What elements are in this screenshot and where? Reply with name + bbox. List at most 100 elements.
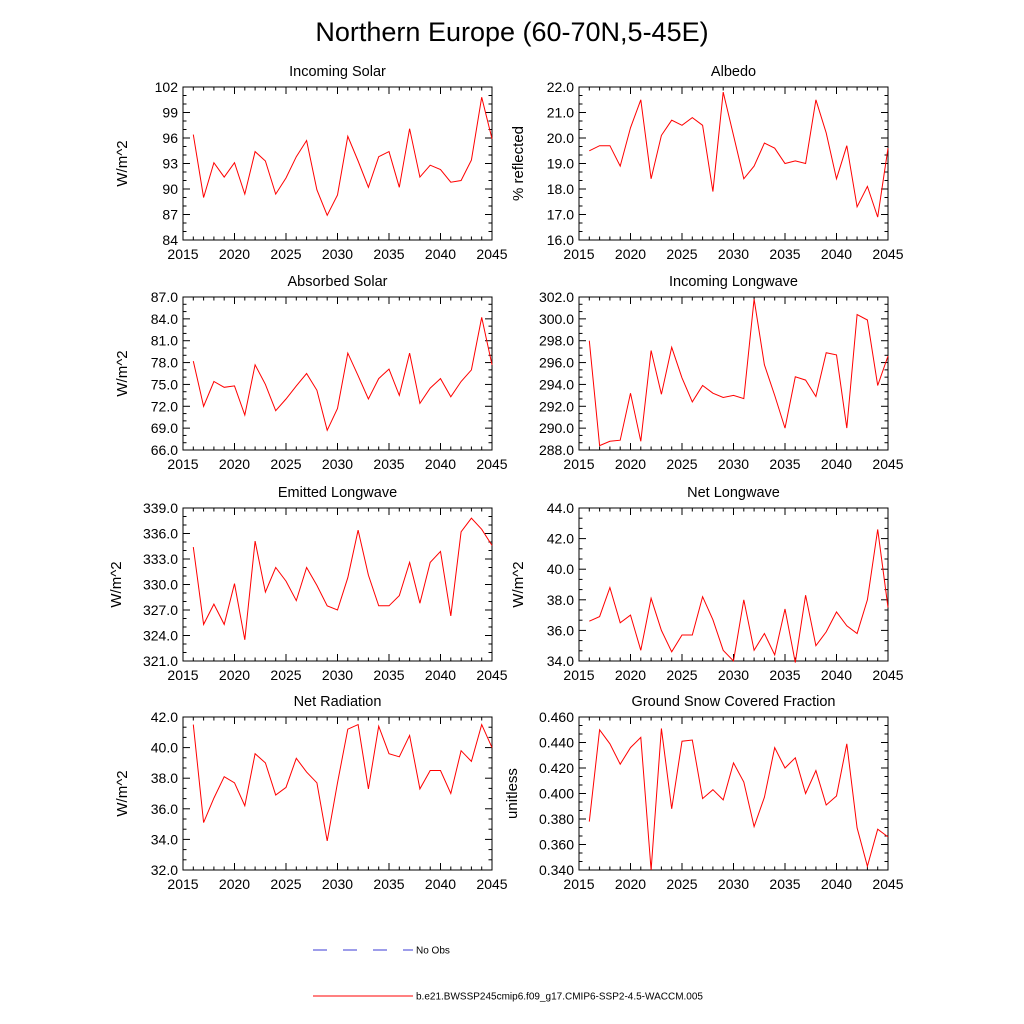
legend: No Obs b.e21.BWSSP245cmip6.f09_g17.CMIP6… bbox=[313, 946, 703, 1003]
x-tick-label: 2030 bbox=[718, 667, 749, 683]
y-tick-label: 69.0 bbox=[151, 420, 178, 436]
x-tick-label: 2025 bbox=[666, 667, 697, 683]
panel-title: Absorbed Solar bbox=[288, 274, 388, 290]
y-tick-label: 22.0 bbox=[547, 79, 574, 95]
y-tick-label: 0.440 bbox=[539, 735, 574, 751]
y-tick-label: 40.0 bbox=[547, 561, 574, 577]
panel-7: Ground Snow Covered Fraction unitless 2015… bbox=[504, 694, 904, 892]
x-tick-label: 2015 bbox=[563, 667, 594, 683]
y-tick-label: 336.0 bbox=[143, 526, 178, 542]
x-tick-label: 2020 bbox=[615, 876, 646, 892]
series-line-0 bbox=[192, 517, 493, 640]
plot-frame bbox=[182, 86, 493, 241]
x-tick-label: 2035 bbox=[769, 456, 800, 472]
x-tick-label: 2035 bbox=[373, 667, 404, 683]
y-tick-label: 38.0 bbox=[547, 592, 574, 608]
x-tick-label: 2030 bbox=[322, 876, 353, 892]
y-axis-label: W/m^2 bbox=[114, 770, 131, 816]
x-tick-label: 2025 bbox=[270, 667, 301, 683]
x-tick-label: 2020 bbox=[219, 246, 250, 262]
x-tick-label: 2045 bbox=[872, 456, 903, 472]
series-line-0 bbox=[589, 91, 889, 218]
y-tick-label: 321.0 bbox=[143, 653, 178, 669]
y-tick-label: 290.0 bbox=[539, 420, 574, 436]
x-tick-label: 2015 bbox=[563, 456, 594, 472]
panel-title: Net Radiation bbox=[294, 694, 382, 710]
series-line-0 bbox=[589, 529, 889, 663]
x-tick-label: 2045 bbox=[476, 246, 507, 262]
plot-frame bbox=[182, 296, 493, 451]
y-tick-label: 102 bbox=[155, 79, 179, 95]
panel-1: Albedo % reflected 2015 2020 2025 2030 2035 204… bbox=[510, 64, 904, 262]
panel-0: Incoming Solar W/m^2 2015 2020 2025 2030 2035 2… bbox=[114, 64, 508, 262]
x-tick-label: 2030 bbox=[322, 667, 353, 683]
y-tick-label: 42.0 bbox=[547, 531, 574, 547]
y-tick-label: 0.360 bbox=[539, 837, 574, 853]
y-tick-label: 99 bbox=[162, 105, 178, 121]
panel-title: Incoming Longwave bbox=[669, 274, 798, 290]
series-line-0 bbox=[192, 97, 493, 217]
series-line-0 bbox=[192, 723, 493, 841]
x-tick-label: 2040 bbox=[821, 246, 852, 262]
x-tick-label: 2020 bbox=[615, 456, 646, 472]
y-tick-label: 298.0 bbox=[539, 333, 574, 349]
y-tick-label: 78.0 bbox=[151, 355, 178, 371]
y-tick-label: 81.0 bbox=[151, 333, 178, 349]
panel-2: Absorbed Solar W/m^2 2015 2020 2025 2030 2035 2… bbox=[114, 274, 508, 472]
y-tick-label: 292.0 bbox=[539, 398, 574, 414]
x-tick-label: 2035 bbox=[769, 246, 800, 262]
y-tick-label: 90 bbox=[162, 181, 178, 197]
y-axis-label: W/m^2 bbox=[510, 561, 527, 607]
y-tick-label: 21.0 bbox=[547, 105, 574, 121]
y-tick-label: 18.0 bbox=[547, 181, 574, 197]
x-tick-label: 2025 bbox=[270, 246, 301, 262]
y-tick-label: 0.460 bbox=[539, 709, 574, 725]
y-tick-label: 40.0 bbox=[151, 740, 178, 756]
y-tick-label: 324.0 bbox=[143, 628, 178, 644]
x-tick-label: 2015 bbox=[563, 876, 594, 892]
x-tick-label: 2040 bbox=[821, 667, 852, 683]
x-tick-label: 2015 bbox=[563, 246, 594, 262]
series-line-0 bbox=[588, 728, 889, 871]
plot-frame bbox=[578, 507, 889, 662]
y-axis-label: % reflected bbox=[510, 126, 527, 201]
x-tick-label: 2045 bbox=[872, 876, 903, 892]
y-tick-label: 34.0 bbox=[151, 831, 178, 847]
x-tick-label: 2015 bbox=[167, 667, 198, 683]
plot-frame bbox=[578, 716, 889, 871]
x-tick-label: 2025 bbox=[666, 456, 697, 472]
y-tick-label: 0.380 bbox=[539, 811, 574, 827]
y-tick-label: 38.0 bbox=[151, 770, 178, 786]
x-tick-label: 2045 bbox=[872, 246, 903, 262]
x-tick-label: 2040 bbox=[821, 876, 852, 892]
x-tick-label: 2025 bbox=[666, 246, 697, 262]
x-tick-label: 2030 bbox=[718, 456, 749, 472]
x-tick-label: 2045 bbox=[476, 876, 507, 892]
x-tick-label: 2040 bbox=[425, 667, 456, 683]
panel-4: Emitted Longwave W/m^2 2015 2020 2025 2030 203… bbox=[108, 485, 508, 683]
panel-title: Net Longwave bbox=[687, 485, 780, 501]
y-axis-label: W/m^2 bbox=[114, 350, 131, 396]
x-tick-label: 2020 bbox=[219, 667, 250, 683]
y-tick-label: 87.0 bbox=[151, 289, 178, 305]
y-tick-label: 42.0 bbox=[151, 709, 178, 725]
y-tick-label: 93 bbox=[162, 156, 178, 172]
y-tick-label: 84.0 bbox=[151, 311, 178, 327]
x-tick-label: 2020 bbox=[615, 667, 646, 683]
y-tick-label: 17.0 bbox=[547, 207, 574, 223]
x-tick-label: 2020 bbox=[615, 246, 646, 262]
x-tick-label: 2040 bbox=[821, 456, 852, 472]
y-tick-label: 87 bbox=[162, 207, 178, 223]
y-tick-label: 20.0 bbox=[547, 130, 574, 146]
y-tick-label: 19.0 bbox=[547, 156, 574, 172]
y-tick-label: 66.0 bbox=[151, 442, 178, 458]
y-axis-label: W/m^2 bbox=[114, 140, 131, 186]
x-tick-label: 2040 bbox=[425, 876, 456, 892]
y-tick-label: 36.0 bbox=[151, 801, 178, 817]
x-tick-label: 2035 bbox=[373, 456, 404, 472]
panel-title: Emitted Longwave bbox=[278, 485, 397, 501]
panel-grid: Incoming Solar W/m^2 2015 2020 2025 2030 2035 2… bbox=[108, 64, 904, 892]
x-tick-label: 2035 bbox=[373, 876, 404, 892]
series-line-0 bbox=[192, 317, 493, 432]
